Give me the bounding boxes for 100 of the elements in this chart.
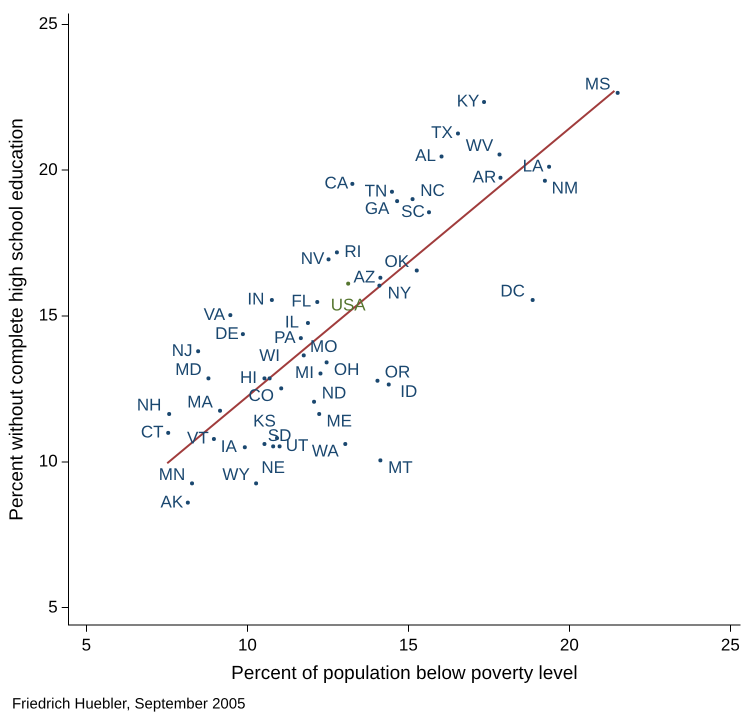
data-label: ID	[400, 382, 418, 402]
data-label: FL	[291, 292, 312, 311]
point	[212, 437, 216, 442]
data-label: OK	[384, 252, 410, 272]
point	[334, 250, 339, 254]
point	[186, 500, 190, 505]
point	[302, 353, 306, 358]
y-tick-label: 20	[38, 160, 58, 179]
data-label: MD	[175, 360, 202, 380]
point	[378, 276, 382, 280]
point	[426, 210, 431, 214]
data-label: AK	[160, 492, 184, 512]
data-label: NH	[136, 396, 162, 415]
point	[242, 445, 247, 450]
point	[390, 190, 394, 194]
point	[386, 382, 391, 387]
point	[167, 412, 172, 416]
point	[317, 412, 322, 416]
point	[616, 90, 620, 95]
y-axis-title: Percent without complete high school education	[6, 118, 28, 521]
text: Friedrich Huebler, September 2005	[12, 696, 246, 713]
point	[298, 336, 303, 340]
point	[482, 100, 486, 104]
data-label: VA	[204, 304, 226, 324]
point	[166, 430, 170, 435]
data-label: NC	[420, 180, 445, 200]
data-label: OR	[384, 362, 410, 382]
data-label: IN	[247, 290, 264, 309]
data-label: WY	[222, 465, 250, 484]
data-label: NY	[388, 283, 412, 302]
point	[456, 131, 460, 136]
data-label: SC	[401, 202, 425, 221]
data-label: WV	[466, 136, 494, 156]
point	[254, 481, 258, 486]
data-label: HI	[240, 368, 257, 388]
point	[547, 164, 552, 169]
y-tick-label: 25	[38, 14, 58, 34]
point	[262, 442, 266, 446]
data-label: CO	[248, 386, 274, 406]
data-label: LA	[522, 156, 544, 176]
data-label: DE	[215, 324, 239, 343]
point	[324, 360, 329, 364]
point	[498, 176, 502, 180]
data-label: MI	[295, 363, 314, 382]
data-label: MS	[584, 74, 610, 94]
data-label: NM	[552, 178, 578, 198]
point	[196, 349, 200, 354]
point	[497, 152, 502, 156]
data-label: MO	[310, 337, 338, 356]
point	[190, 481, 194, 486]
data-label: NV	[300, 249, 325, 268]
point	[326, 257, 331, 262]
data-label: TX	[431, 123, 453, 142]
point	[206, 376, 210, 380]
data-label: GA	[364, 198, 390, 218]
data-label: WI	[259, 346, 280, 366]
y-tick-label: 15	[38, 306, 58, 325]
point	[346, 282, 350, 286]
point	[377, 284, 382, 288]
data-label: CT	[140, 422, 164, 442]
point	[318, 371, 322, 376]
point	[395, 199, 400, 204]
point	[268, 376, 272, 380]
data-label: AR	[472, 167, 496, 186]
x-tick-label: 10	[238, 636, 257, 655]
data-label: IA	[220, 436, 238, 456]
y-tick-label: 10	[38, 451, 58, 470]
point	[278, 444, 282, 448]
data-label: NE	[261, 458, 285, 478]
point	[240, 332, 245, 336]
point	[378, 458, 382, 462]
data-label: CA	[324, 174, 349, 193]
point	[542, 178, 547, 183]
point	[315, 300, 320, 304]
x-tick-label: 25	[720, 636, 740, 655]
x-tick-label: 20	[560, 636, 579, 655]
point	[270, 298, 274, 302]
data-label: DC	[500, 282, 525, 301]
data-label: MN	[158, 465, 186, 484]
data-label: AZ	[354, 267, 376, 286]
point	[262, 376, 266, 380]
data-label: OH	[334, 360, 360, 380]
data-label: KY	[456, 92, 480, 111]
point	[440, 154, 444, 158]
data-label: MT	[388, 458, 413, 478]
data-label: RI	[344, 242, 362, 262]
point	[414, 268, 419, 273]
y-tick-label: 5	[48, 597, 58, 616]
data-label: MA	[187, 392, 214, 412]
point	[343, 442, 348, 446]
point	[271, 444, 276, 448]
point	[228, 313, 232, 318]
point	[279, 386, 284, 390]
x-tick-label: 15	[398, 636, 418, 655]
point	[218, 408, 222, 413]
data-label: WA	[312, 442, 340, 461]
data-label: NJ	[172, 340, 193, 360]
point	[375, 378, 380, 383]
point	[306, 321, 310, 325]
data-label: AL	[415, 146, 436, 166]
